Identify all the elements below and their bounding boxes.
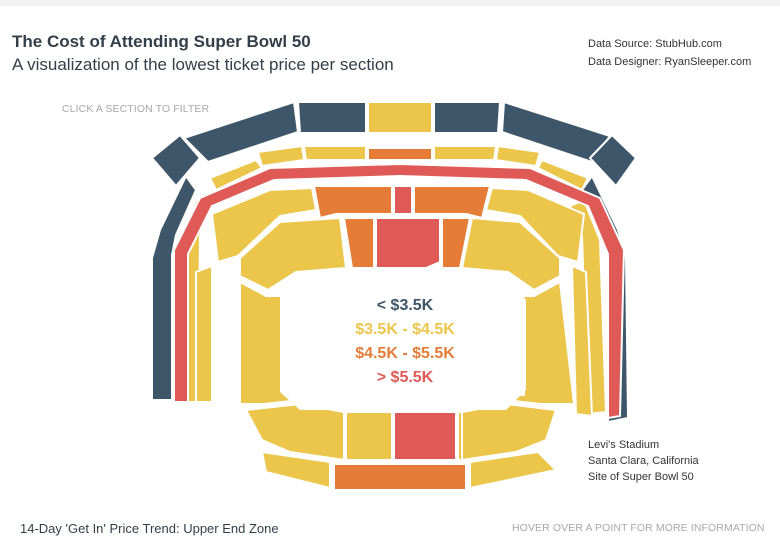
section-lower-bottom-right-shape[interactable] [457,411,463,461]
section-lower-bottom-corner-left-shape[interactable] [245,403,345,461]
field-notch [515,352,523,360]
top-border [0,0,780,6]
section-mid-top-center[interactable] [393,185,413,215]
field-notch [515,318,523,326]
section-upper-right-outer-shape-1[interactable] [589,134,637,187]
section-mid-top-right-corner[interactable] [485,187,585,263]
section-lower-top-corner-left-shape[interactable] [239,217,347,291]
section-lower-top-left[interactable] [343,217,375,269]
venue-note: Site of Super Bowl 50 [588,471,694,483]
section-club-top-left-1[interactable] [209,159,263,191]
legend-item-tier4: > $5.5K [376,369,434,386]
data-designer: Data Designer: RyanSleeper.com [588,56,752,68]
section-lower-bottom-corner-right-shape[interactable] [461,403,557,461]
section-lower-top-right-shape[interactable] [441,217,471,269]
section-mid-top-left-shape[interactable] [313,185,393,219]
section-mid-top-left-corner-shape[interactable] [211,187,317,263]
legend-item-tier2: $3.5K - $4.5K [355,321,455,338]
section-mid-top-right-shape[interactable] [413,185,491,219]
legend-item-tier3: $4.5K - $5.5K [355,345,455,362]
section-lower-bottom-center[interactable] [393,411,457,461]
section-club-top-center[interactable] [367,147,433,161]
page-subtitle: A visualization of the lowest ticket pri… [12,55,394,74]
section-upper-top-center-shape[interactable] [367,101,433,134]
section-club-top-right-2[interactable] [495,145,541,167]
section-upper-top-center[interactable] [367,101,433,134]
field-area [280,274,526,410]
venue-info: Levi's Stadium Santa Clara, California S… [588,437,699,485]
section-club-top-left-2-shape[interactable] [257,145,305,167]
section-lower-top-corner-right[interactable] [461,217,561,291]
section-lower-bottom-left[interactable] [345,411,393,461]
trend-title: 14-Day 'Get In' Price Trend: Upper End Z… [20,521,279,536]
section-lower-bottom-left-shape[interactable] [345,411,393,461]
legend-item-tier1: < $3.5K [376,297,434,314]
field-notch [285,386,295,396]
section-mid-left-shape[interactable] [195,265,213,403]
section-upper-top-right-shape[interactable] [433,101,501,134]
section-club-top-right-2-shape[interactable] [495,145,541,167]
section-club-top-left-3[interactable] [303,145,367,161]
section-club-top-left-1-shape[interactable] [209,159,263,191]
section-mid-top-right[interactable] [413,185,491,219]
venue-location: Santa Clara, California [588,455,699,467]
section-lower-top-corner-left[interactable] [239,217,347,291]
section-upper-top-left-shape[interactable] [297,101,367,134]
section-lower-end-left-shape[interactable] [261,451,331,489]
field-notch [515,386,525,396]
section-club-top-center-shape[interactable] [367,147,433,161]
section-lower-bottom-right[interactable] [457,411,463,461]
section-lower-bottom-center-shape[interactable] [393,411,457,461]
hover-hint: HOVER OVER A POINT FOR MORE INFORMATION [512,522,765,534]
section-upper-left-top[interactable] [183,101,299,163]
field-notch [285,352,293,360]
section-lower-top-corner-right-shape[interactable] [461,217,561,291]
filter-hint: CLICK A SECTION TO FILTER [62,103,210,115]
section-club-top-right-3[interactable] [433,145,497,161]
section-upper-right-top-shape[interactable] [501,101,611,163]
section-mid-top-left-corner[interactable] [211,187,317,263]
section-lower-end-center-shape[interactable] [333,463,467,491]
field-notch [285,318,293,326]
field-notch [515,282,525,292]
section-suite-ring[interactable] [173,163,625,419]
field-notch [285,282,295,292]
section-upper-left-outer-shape[interactable] [151,175,197,401]
section-upper-right-top[interactable] [501,101,611,163]
section-upper-top-right[interactable] [433,101,501,134]
section-upper-left-top-shape[interactable] [183,101,299,163]
section-lower-end-center[interactable] [333,463,467,491]
section-upper-left-outer[interactable] [151,134,201,401]
section-lower-top-right[interactable] [441,217,471,269]
venue-name: Levi's Stadium [588,439,660,451]
section-lower-end-left[interactable] [261,451,331,489]
section-mid-top-left[interactable] [313,185,393,219]
section-club-top-left-2[interactable] [257,145,305,167]
data-source: Data Source: StubHub.com [588,38,722,50]
section-lower-top-center[interactable] [375,217,441,269]
section-lower-top-left-shape[interactable] [343,217,375,269]
section-club-top-left-3-shape[interactable] [303,145,367,161]
section-mid-right[interactable] [571,265,593,417]
section-upper-top-left[interactable] [297,101,367,134]
section-lower-end-right[interactable] [469,451,557,489]
section-club-top-right-3-shape[interactable] [433,145,497,161]
price-legend: < $3.5K $3.5K - $4.5K $4.5K - $5.5K > $5… [290,294,520,390]
section-lower-top-center-shape[interactable] [375,217,441,269]
section-mid-left[interactable] [195,265,213,403]
page-title: The Cost of Attending Super Bowl 50 [12,32,311,51]
section-mid-right-shape[interactable] [571,265,593,417]
section-lower-bottom-corner-right[interactable] [461,403,557,461]
section-suite-ring-shape[interactable] [173,163,625,419]
section-lower-bottom-corner-left[interactable] [245,403,345,461]
section-mid-top-center-shape[interactable] [393,185,413,215]
section-upper-left-outer-shape-1[interactable] [151,134,201,187]
section-mid-top-right-corner-shape[interactable] [485,187,585,263]
section-lower-end-right-shape[interactable] [469,451,557,489]
